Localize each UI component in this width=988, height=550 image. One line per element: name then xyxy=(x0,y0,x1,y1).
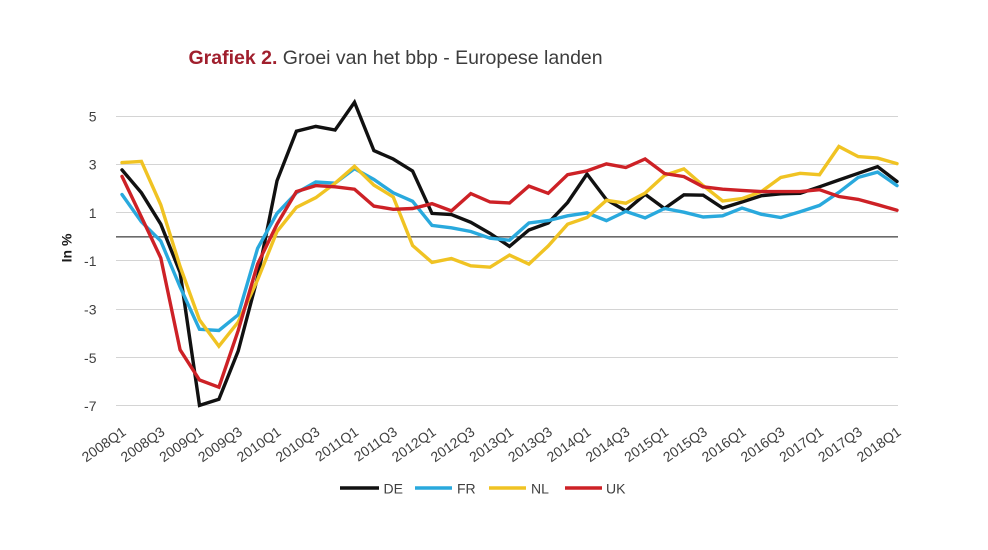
svg-text:-7: -7 xyxy=(84,398,97,414)
svg-text:UK: UK xyxy=(606,480,626,496)
svg-text:2010Q3: 2010Q3 xyxy=(273,423,323,465)
svg-text:-3: -3 xyxy=(84,302,97,318)
svg-text:Grafiek 2. Groei van het bbp -: Grafiek 2. Groei van het bbp - Europese … xyxy=(189,47,603,69)
svg-text:-1: -1 xyxy=(84,253,97,269)
svg-text:2018Q1: 2018Q1 xyxy=(854,423,904,465)
svg-text:-5: -5 xyxy=(84,350,97,366)
svg-text:1: 1 xyxy=(89,205,97,221)
svg-text:In %: In % xyxy=(59,233,75,262)
svg-text:5: 5 xyxy=(89,108,97,124)
svg-text:3: 3 xyxy=(89,157,97,173)
svg-text:NL: NL xyxy=(531,480,549,496)
svg-text:FR: FR xyxy=(457,480,476,496)
svg-text:2011Q1: 2011Q1 xyxy=(312,423,361,464)
svg-text:DE: DE xyxy=(384,480,403,496)
